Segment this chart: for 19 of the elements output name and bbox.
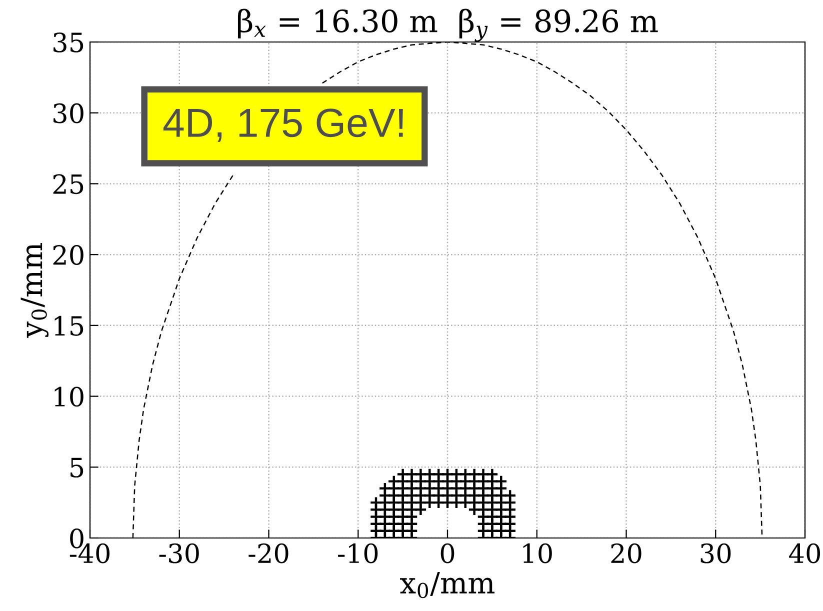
x-tick-label: 0 — [440, 543, 454, 564]
x-tick-label: -20 — [248, 543, 288, 564]
y-axis-title: y$_{0}$/mm — [20, 243, 49, 338]
y-tick-label: 35 — [54, 32, 84, 52]
annotation: 4D, 175 GeV! — [163, 108, 403, 142]
x-axis-title: x$_{0}$/mm — [400, 572, 494, 598]
y-tick-label: 15 — [54, 316, 84, 336]
y-tick-label: 20 — [53, 245, 84, 265]
y-tick-label: 10 — [54, 386, 84, 407]
x-tick-label: 10 — [523, 543, 552, 564]
y-tick-label: 30 — [54, 103, 84, 124]
x-tick-label: 20 — [611, 543, 642, 564]
y-tick-label: 25 — [53, 174, 84, 194]
x-tick-label: -30 — [159, 543, 199, 564]
y-tick-label: 5 — [70, 458, 84, 478]
x-tick-label: 30 — [700, 543, 731, 564]
x-tick-label: 40 — [789, 543, 820, 564]
x-tick-label: -10 — [338, 543, 378, 564]
chart-title: β$_{x}$ = 16.30 m β$_{y}$ = 89.26 m — [238, 8, 658, 42]
